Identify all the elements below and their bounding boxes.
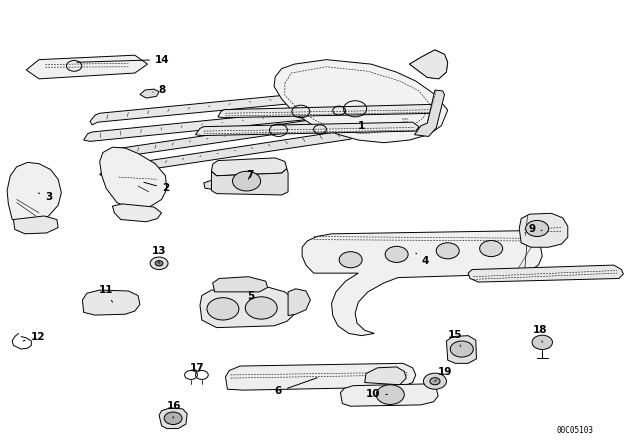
Polygon shape [7,162,61,223]
Circle shape [156,261,163,266]
Circle shape [207,297,239,320]
Text: 12: 12 [23,332,45,341]
Text: 5: 5 [248,291,255,302]
Text: 8: 8 [153,85,166,95]
Polygon shape [211,168,288,195]
Circle shape [150,257,168,270]
Text: 10: 10 [365,389,387,399]
Polygon shape [365,367,406,385]
Polygon shape [274,60,448,143]
Text: 16: 16 [167,401,182,418]
Text: 14: 14 [77,55,170,65]
Polygon shape [204,180,211,189]
Circle shape [430,378,440,385]
Polygon shape [13,216,58,234]
Polygon shape [340,384,438,406]
Polygon shape [212,277,268,292]
Text: 15: 15 [448,330,463,346]
Polygon shape [200,288,294,327]
Circle shape [376,385,404,405]
Text: 17: 17 [190,363,205,373]
Polygon shape [100,147,167,209]
Circle shape [385,246,408,263]
Polygon shape [140,89,159,98]
Polygon shape [519,213,568,247]
Text: 1: 1 [358,115,365,131]
Polygon shape [468,265,623,282]
Polygon shape [225,363,416,390]
Polygon shape [106,113,362,158]
Text: 9: 9 [529,224,542,234]
Text: 11: 11 [99,285,113,302]
Text: 13: 13 [152,246,166,263]
Circle shape [479,241,502,257]
Text: 7: 7 [246,170,253,180]
Circle shape [424,373,447,389]
Polygon shape [302,231,542,336]
Polygon shape [195,122,419,136]
Circle shape [525,220,548,237]
Circle shape [532,335,552,349]
Circle shape [339,252,362,268]
Polygon shape [90,86,390,125]
Text: 18: 18 [533,325,548,342]
Polygon shape [211,158,287,176]
Polygon shape [100,130,354,176]
Text: 6: 6 [275,378,317,396]
Polygon shape [218,104,440,118]
Text: 4: 4 [416,253,429,266]
Circle shape [245,297,277,319]
Circle shape [451,341,473,357]
Circle shape [232,171,260,191]
Polygon shape [159,408,187,429]
Polygon shape [410,50,448,79]
Polygon shape [415,90,445,137]
Circle shape [164,412,182,425]
Polygon shape [83,290,140,315]
Circle shape [436,243,460,259]
Polygon shape [84,103,383,142]
Text: 00C05103: 00C05103 [557,426,594,435]
Text: 3: 3 [38,192,52,202]
Polygon shape [288,289,310,315]
Polygon shape [447,336,476,363]
Polygon shape [113,204,162,222]
Text: 19: 19 [435,367,452,381]
Text: 2: 2 [144,182,169,193]
Polygon shape [26,55,148,79]
